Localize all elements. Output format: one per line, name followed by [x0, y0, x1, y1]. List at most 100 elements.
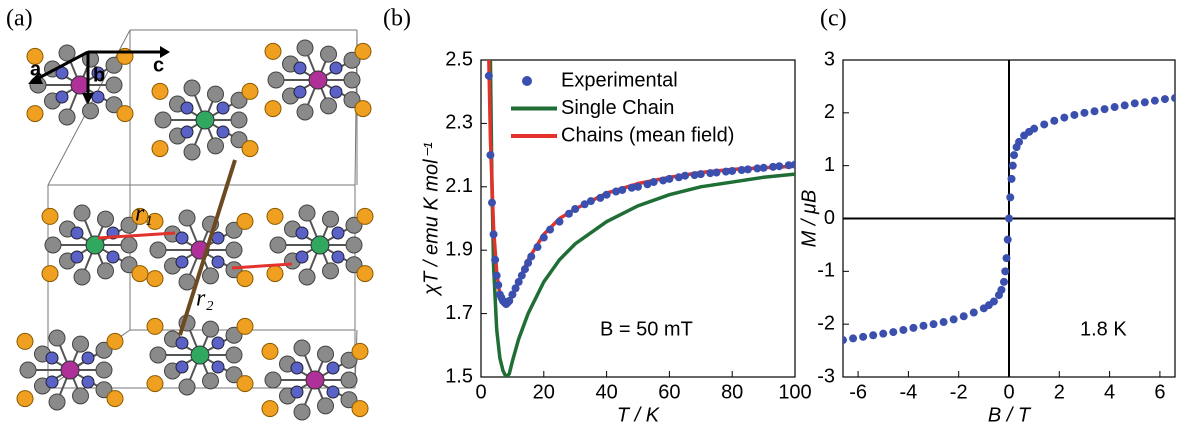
x-tick-label: 40 [595, 381, 617, 403]
atom-n [212, 337, 224, 349]
atom-s [262, 343, 278, 359]
data-point [494, 281, 502, 289]
atom-c [179, 210, 195, 226]
data-point [681, 172, 689, 180]
y-tick-label: 2.1 [445, 175, 473, 197]
x-tick-label: -2 [950, 381, 968, 403]
atom-s [27, 106, 43, 122]
atom-c [203, 321, 219, 337]
atom-n [176, 361, 188, 373]
data-point [960, 312, 968, 320]
y-tick-label: 2 [824, 101, 835, 123]
atom-c [341, 372, 357, 388]
atom-metal [309, 71, 327, 89]
data-point [1101, 105, 1109, 113]
atom-s [242, 83, 258, 99]
x-tick-label: 2 [1054, 381, 1065, 403]
atom-c [121, 237, 137, 253]
atom-c [323, 263, 339, 279]
data-point [571, 205, 579, 213]
panel-label: (c) [820, 6, 847, 32]
legend-label: Experimental [561, 69, 678, 91]
panel-label: (a) [6, 6, 33, 32]
data-point [997, 286, 1005, 294]
data-point [1050, 117, 1058, 125]
atom-s [147, 318, 163, 334]
atom-c [321, 46, 337, 62]
x-tick-label: 0 [1003, 381, 1014, 403]
distance-r1b [232, 264, 292, 268]
atom-s [237, 318, 253, 334]
atom-n [176, 256, 188, 268]
atom-n [71, 251, 83, 263]
y-tick-label: 2.3 [445, 112, 473, 134]
y-tick-label: -1 [817, 260, 835, 282]
x-tick-label: 60 [658, 381, 680, 403]
data-point [839, 336, 847, 344]
atom-n [327, 362, 339, 374]
legend-label: Chains (mean field) [561, 124, 734, 146]
atom-s [267, 266, 283, 282]
atom-s [352, 343, 368, 359]
atom-n [56, 91, 68, 103]
atom-c [98, 211, 114, 227]
x-tick-label: -6 [849, 381, 867, 403]
y-tick-label: 2.5 [445, 48, 473, 70]
data-point [1040, 120, 1048, 128]
atom-metal [191, 346, 209, 364]
data-point [1111, 103, 1119, 111]
annotation: 1.8 K [1080, 318, 1127, 340]
atom-c [265, 372, 281, 388]
y-tick-label: 1.7 [445, 302, 473, 324]
data-point [1121, 101, 1129, 109]
atom-n [71, 227, 83, 239]
atom-c [20, 362, 36, 378]
atom-s [237, 376, 253, 392]
atom-c [150, 347, 166, 363]
x-tick-label: 20 [533, 381, 555, 403]
atom-c [150, 242, 166, 258]
data-point [909, 324, 917, 332]
data-point [490, 230, 498, 238]
x-axis-label: B / T [988, 404, 1032, 426]
axis-name: b [93, 64, 105, 86]
atom-c [346, 237, 362, 253]
data-point [1060, 114, 1068, 122]
atom-metal [311, 236, 329, 254]
data-point [1005, 215, 1013, 223]
data-point [970, 309, 978, 317]
atom-s [262, 401, 278, 417]
atom-s [152, 83, 168, 99]
atom-s [17, 391, 33, 407]
atom-c [184, 144, 200, 160]
atom-c [74, 205, 90, 221]
atom-s [357, 208, 373, 224]
atom-c [270, 237, 286, 253]
atom-n [296, 251, 308, 263]
axis-name: a [30, 58, 42, 80]
data-point [1070, 111, 1078, 119]
atom-s [147, 271, 163, 287]
atom-s [242, 141, 258, 157]
distance-label: r₂ [196, 286, 214, 312]
data-point [859, 333, 867, 341]
atom-c [203, 268, 219, 284]
atom-n [82, 352, 94, 364]
x-tick-label: 4 [1104, 381, 1115, 403]
data-point [491, 256, 499, 264]
atom-c [83, 103, 99, 119]
atom-c [203, 373, 219, 389]
data-point [493, 272, 501, 280]
y-tick-label: 1.5 [445, 365, 473, 387]
data-point [990, 297, 998, 305]
atom-c [294, 340, 310, 356]
atom-c [268, 72, 284, 88]
atom-n [212, 256, 224, 268]
atom-c [297, 104, 313, 120]
atom-s [132, 266, 148, 282]
atom-c [45, 237, 61, 253]
data-point [930, 320, 938, 328]
atom-n [330, 62, 342, 74]
data-point [791, 161, 799, 169]
